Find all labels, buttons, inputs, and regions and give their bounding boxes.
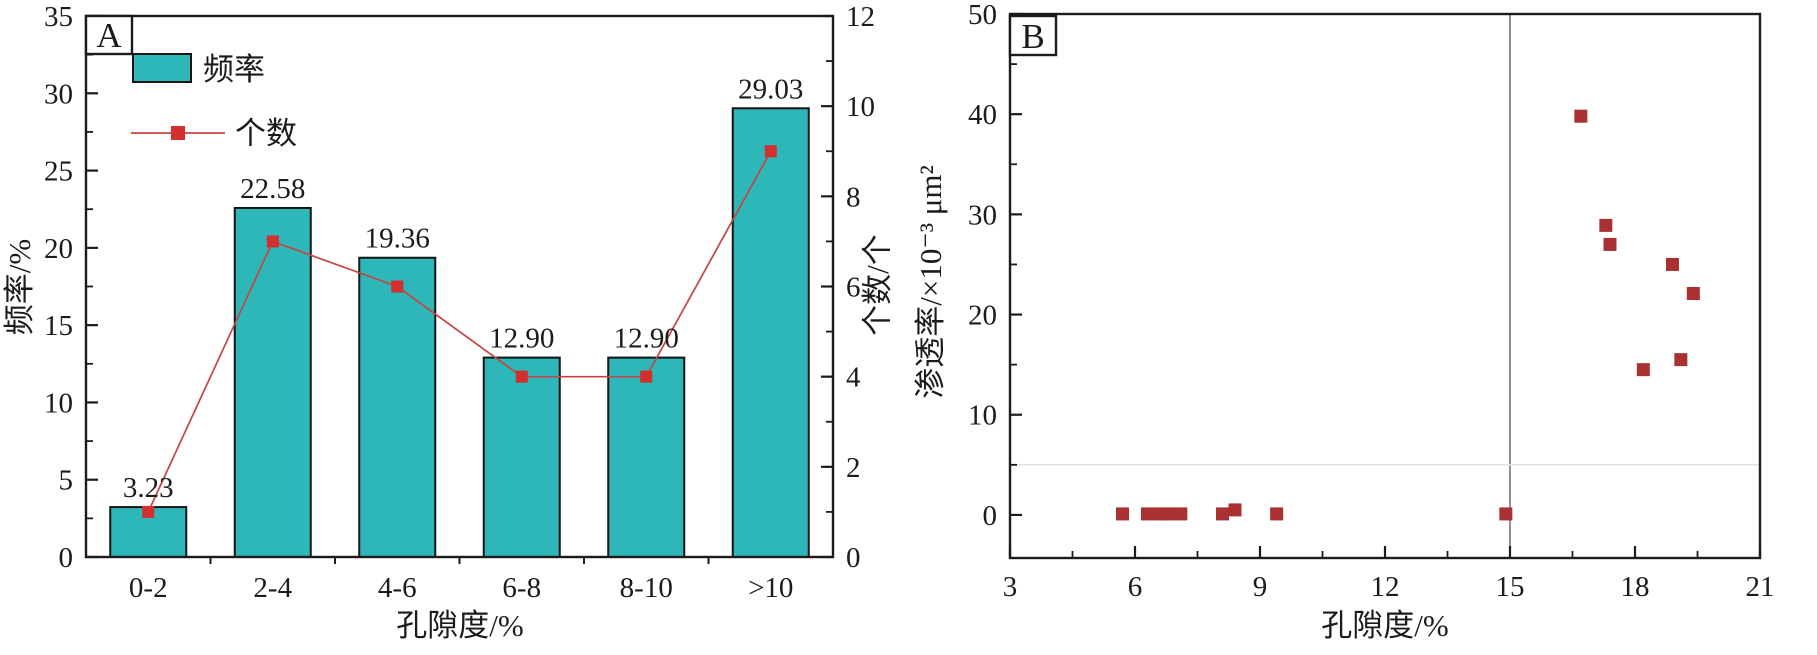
legend-line-label: 个数 (235, 116, 297, 151)
panel-a-count-line (142, 145, 777, 518)
scatter-point (1499, 507, 1513, 521)
panel-a-right-axis-title: 个数/个 (860, 234, 895, 336)
legend-bar-label: 频率 (203, 52, 265, 87)
panel-b-plot-area (1008, 12, 1762, 560)
panel-a-left-axis-title: 频率/% (2, 239, 37, 335)
x-tick-label: 12 (1371, 571, 1400, 603)
scatter-point (1161, 507, 1175, 521)
panel-a-letter-box (84, 14, 134, 56)
scatter-point (1174, 507, 1188, 521)
panel-a: 0 5 10 15 20 25 30 35 0 2 4 6 8 10 12 3.23 0-2 22.58 2-4 1… (2, 1, 895, 643)
x-tick-label: >10 (748, 572, 793, 604)
x-tick-label: 2-4 (253, 572, 292, 604)
y-tick-label: 50 (968, 0, 997, 31)
count-marker (266, 235, 279, 248)
panel-a-letter: A (96, 16, 122, 55)
right-tick-label: 4 (846, 362, 861, 394)
x-tick-label: 3 (1003, 571, 1018, 603)
left-tick-label: 5 (59, 465, 74, 497)
x-tick-label: 15 (1496, 571, 1525, 603)
x-tick-label: 4-6 (378, 572, 417, 604)
y-tick-label: 20 (968, 300, 997, 332)
panel-b: 3 6 9 12 15 18 21 0 10 20 30 40 50 B 渗透率/×10⁻³ μm² 孔… (913, 0, 1775, 643)
left-tick-label: 25 (44, 156, 73, 188)
bar-4-6 (358, 256, 437, 558)
x-tick-label: 21 (1746, 571, 1775, 603)
x-tick-label: 8-10 (620, 572, 673, 604)
count-marker (640, 370, 653, 383)
count-marker (764, 145, 777, 158)
scatter-point (1686, 287, 1700, 301)
left-tick-label: 0 (59, 542, 74, 574)
right-tick-label: 12 (846, 1, 875, 33)
left-tick-label: 10 (44, 387, 73, 419)
panel-a-ticks: 0 5 10 15 20 25 30 35 0 2 4 6 8 10 12 (44, 1, 875, 574)
panel-a-legend: 频率 个数 (131, 52, 297, 151)
left-tick-label: 30 (44, 78, 73, 110)
panel-b-ticks: 3 6 9 12 15 18 21 0 10 20 30 40 50 (968, 0, 1775, 603)
scatter-point (1599, 218, 1613, 232)
panel-b-y-axis-title: 渗透率/×10⁻³ μm² (913, 165, 948, 399)
scatter-point (1603, 237, 1617, 251)
legend-bar-swatch (132, 53, 192, 83)
scatter-point (1666, 257, 1679, 271)
bar-value-label: 19.36 (365, 223, 430, 255)
count-marker (515, 370, 528, 383)
y-tick-label: 0 (983, 500, 998, 532)
scatter-point (1141, 507, 1154, 521)
panel-b-reference-lines (1010, 14, 1760, 558)
x-tick-label: 18 (1621, 571, 1650, 603)
count-marker (391, 280, 404, 293)
panel-a-x-axis-title: 孔隙度/% (396, 608, 523, 643)
right-tick-label: 2 (846, 452, 861, 484)
scatter-point (1636, 363, 1650, 377)
y-tick-label: 40 (968, 99, 997, 131)
y-tick-label: 30 (968, 199, 997, 231)
scatter-point (1216, 507, 1229, 521)
panel-b-letter: B (1021, 17, 1044, 56)
x-tick-label: 0-2 (129, 572, 168, 604)
panel-a-bars (109, 107, 810, 558)
y-tick-label: 10 (968, 400, 997, 432)
bar-2-4 (233, 206, 312, 558)
scatter-point (1574, 109, 1588, 123)
panel-a-labels: 3.23 0-2 22.58 2-4 19.36 4-6 12.90 6-8 12.90 8-10… (123, 73, 804, 604)
right-tick-label: 8 (846, 181, 861, 213)
scatter-point (1270, 507, 1284, 521)
count-marker (142, 505, 155, 518)
x-tick-label: 6-8 (502, 572, 541, 604)
x-tick-label: 6 (1128, 571, 1143, 603)
right-tick-label: 10 (846, 91, 875, 123)
right-tick-label: 0 (846, 542, 861, 574)
left-tick-label: 20 (44, 233, 73, 265)
bar-value-label: 22.58 (240, 173, 305, 205)
scatter-point (1116, 507, 1129, 521)
bar-value-label: 29.03 (738, 73, 803, 105)
panel-b-letter-box (1008, 14, 1058, 57)
scatter-point (1674, 353, 1688, 367)
bar-6-8 (482, 356, 561, 558)
legend-line-marker (171, 126, 185, 140)
bar->10 (731, 107, 810, 558)
bar-8-10 (607, 356, 686, 558)
panel-a-plot-area (84, 14, 835, 559)
bar-value-label: 12.90 (489, 323, 554, 355)
right-tick-label: 6 (846, 272, 861, 304)
bar-value-label: 12.90 (614, 323, 679, 355)
bar-value-label: 3.23 (123, 472, 174, 504)
left-tick-label: 15 (44, 310, 73, 342)
x-tick-label: 9 (1253, 571, 1268, 603)
panel-b-x-axis-title: 孔隙度/% (1321, 608, 1448, 643)
count-line (147, 150, 772, 513)
scatter-point (1228, 503, 1242, 517)
left-tick-label: 35 (44, 1, 73, 33)
panel-b-scatter-points (1116, 109, 1700, 521)
